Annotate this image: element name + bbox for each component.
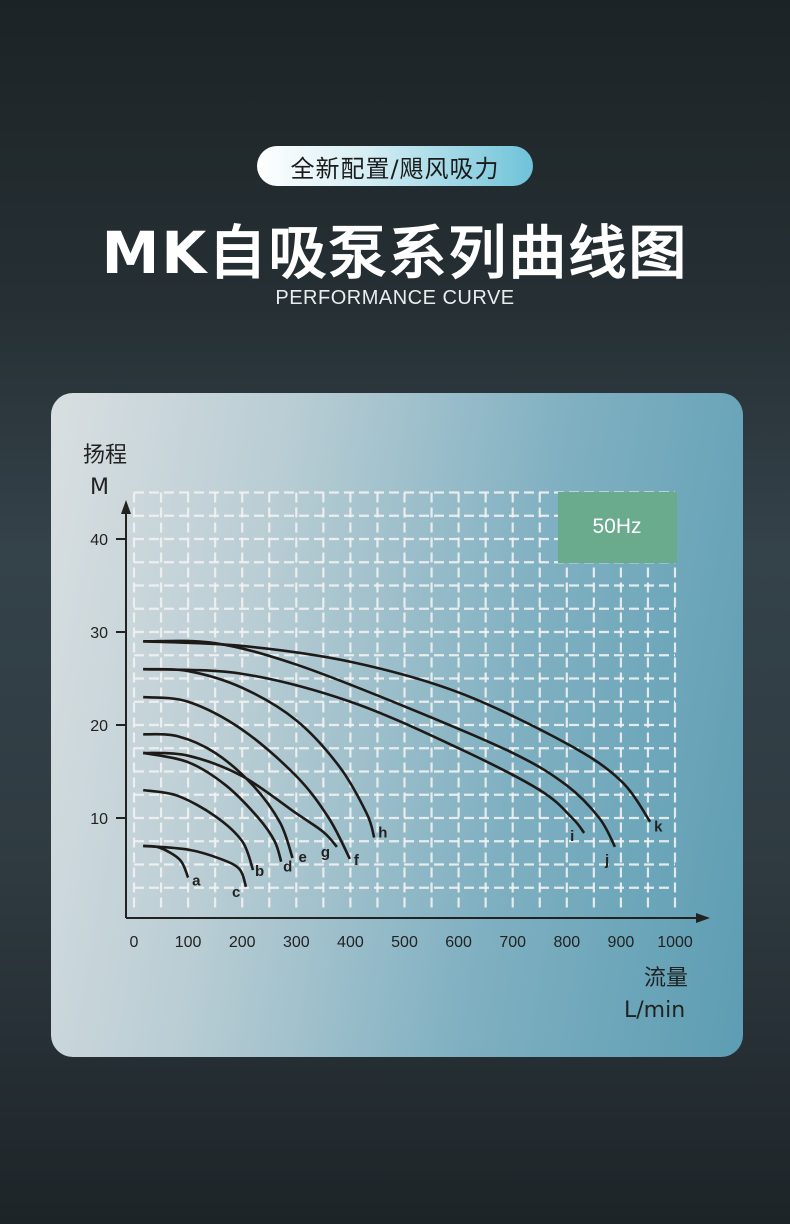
x-tick-label: 800 [553, 934, 580, 951]
x-axis-unit: L/min [624, 998, 685, 1023]
curve-label-g: g [321, 844, 330, 861]
x-tick-label: 100 [175, 934, 202, 951]
x-tick-label: 1000 [657, 934, 693, 951]
curve-label-j: j [604, 852, 609, 869]
curve-label-i: i [570, 828, 574, 845]
curve-k [143, 640, 652, 823]
x-tick-label: 600 [445, 934, 472, 951]
curve-d [142, 751, 283, 863]
curve-label-b: b [255, 863, 264, 880]
curve-i [143, 667, 586, 834]
y-axis-unit: M [90, 475, 109, 500]
x-tick-label: 500 [391, 934, 418, 951]
x-tick-label: 300 [283, 934, 310, 951]
page-title: MK自吸泵系列曲线图 [101, 219, 689, 287]
frequency-badge: 50Hz [592, 515, 641, 538]
curve-label-k: k [654, 819, 663, 836]
x-tick-label: 200 [229, 934, 256, 951]
curve-e [143, 732, 294, 859]
curve-label-h: h [378, 825, 387, 842]
curve-label-f: f [354, 852, 360, 869]
curve-b [142, 788, 255, 871]
curve-c [143, 844, 248, 888]
curve-label-a: a [192, 873, 201, 890]
curve-f [143, 695, 352, 860]
y-axis-arrow [121, 500, 131, 514]
feature-tag: 全新配置/飓风吸力 [257, 146, 533, 186]
y-axis-label: 扬程 [83, 443, 127, 468]
curve-label-c: c [232, 884, 240, 901]
curve-label-d: d [283, 859, 292, 876]
y-tick-label: 30 [90, 625, 108, 642]
x-tick-label: 900 [608, 934, 635, 951]
y-tick-label: 20 [90, 718, 108, 735]
curves: a cb de g f h i j k [142, 639, 663, 901]
curve-g [143, 751, 338, 848]
x-tick-label: 700 [499, 934, 526, 951]
x-axis-arrow [696, 913, 710, 923]
y-tick-label: 10 [90, 811, 108, 828]
x-tick-label: 0 [130, 934, 139, 951]
x-tick-label: 400 [337, 934, 364, 951]
y-tick-label: 40 [90, 532, 108, 549]
page-subtitle: PERFORMANCE CURVE [275, 287, 515, 309]
curve-a [143, 844, 190, 879]
curve-label-e: e [299, 849, 307, 866]
x-axis-label: 流量 [644, 966, 688, 991]
frequency-badge-bg [558, 492, 677, 563]
